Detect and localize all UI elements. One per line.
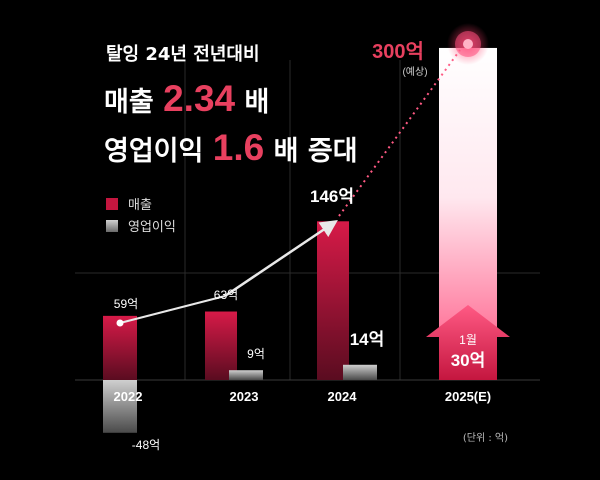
value-label-revenue-2024: 146억 [310,187,354,206]
value-label-profit-2024: 14억 [350,330,385,349]
headline-profit-prefix: 영업이익 [104,136,204,167]
headline-profit-value: 1.6 [212,127,265,168]
legend-item-profit: 영업이익 [106,216,176,235]
headline-revenue-suffix: 배 [244,87,270,118]
value-label-revenue-2022: 59억 [114,297,138,311]
tick-label-2023: 2023 [230,389,259,404]
bar-revenue-2022 [103,315,137,380]
tick-label-2025(E): 2025(E) [445,389,491,404]
value-label-profit-2023: 9억 [247,347,265,361]
bar-profit-2024 [343,364,377,380]
tick-label-2022: 2022 [114,389,143,404]
headline-revenue-value: 2.34 [163,78,236,119]
legend-swatch-profit [106,219,118,232]
trend-dotted-forecast [338,49,461,217]
tick-label-2024: 2024 [328,389,358,404]
labels-layer: 1월 30억 59억 63억 146억 300억 (예상) -48억 9억 14억 2022 2023… [114,40,492,452]
forecast-dot [463,39,473,49]
trend-arrow-2023-2024 [224,220,338,298]
trend-line-2022-2023 [119,295,226,324]
value-label-revenue-2023: 63억 [214,288,238,302]
trend-point-2022 [116,319,124,327]
legend-label-revenue: 매출 [128,198,152,213]
headline-profit-suffix: 배 증대 [273,136,358,167]
value-label-revenue-2025(E): 300억 [372,40,424,63]
bar-revenue-2023 [205,311,237,380]
callout-value: 30억 [451,351,486,370]
legend-item-revenue: 매출 [106,194,152,213]
value-label-profit-2022: -48억 [132,438,160,452]
unit-note: (단위 : 억) [462,433,508,444]
forecast-arrow-icon [426,305,510,380]
headline-revenue-prefix: 매출 [104,87,154,118]
legend-label-profit: 영업이익 [128,220,176,235]
legend-swatch-revenue [106,197,118,210]
bar-profit-2023 [229,370,263,380]
bar-revenue-2024 [317,221,349,380]
headline-revenue: 매출 2.34 배 [104,78,269,120]
callout-month: 1월 [459,333,477,347]
headline-profit: 영업이익 1.6 배 증대 [104,127,358,169]
bar-profit-2022 [103,380,137,433]
subtitle: 탈잉 24년 전년대비 [106,44,260,65]
trend-layer [116,23,510,380]
forecast-note: (예상) [402,66,427,78]
